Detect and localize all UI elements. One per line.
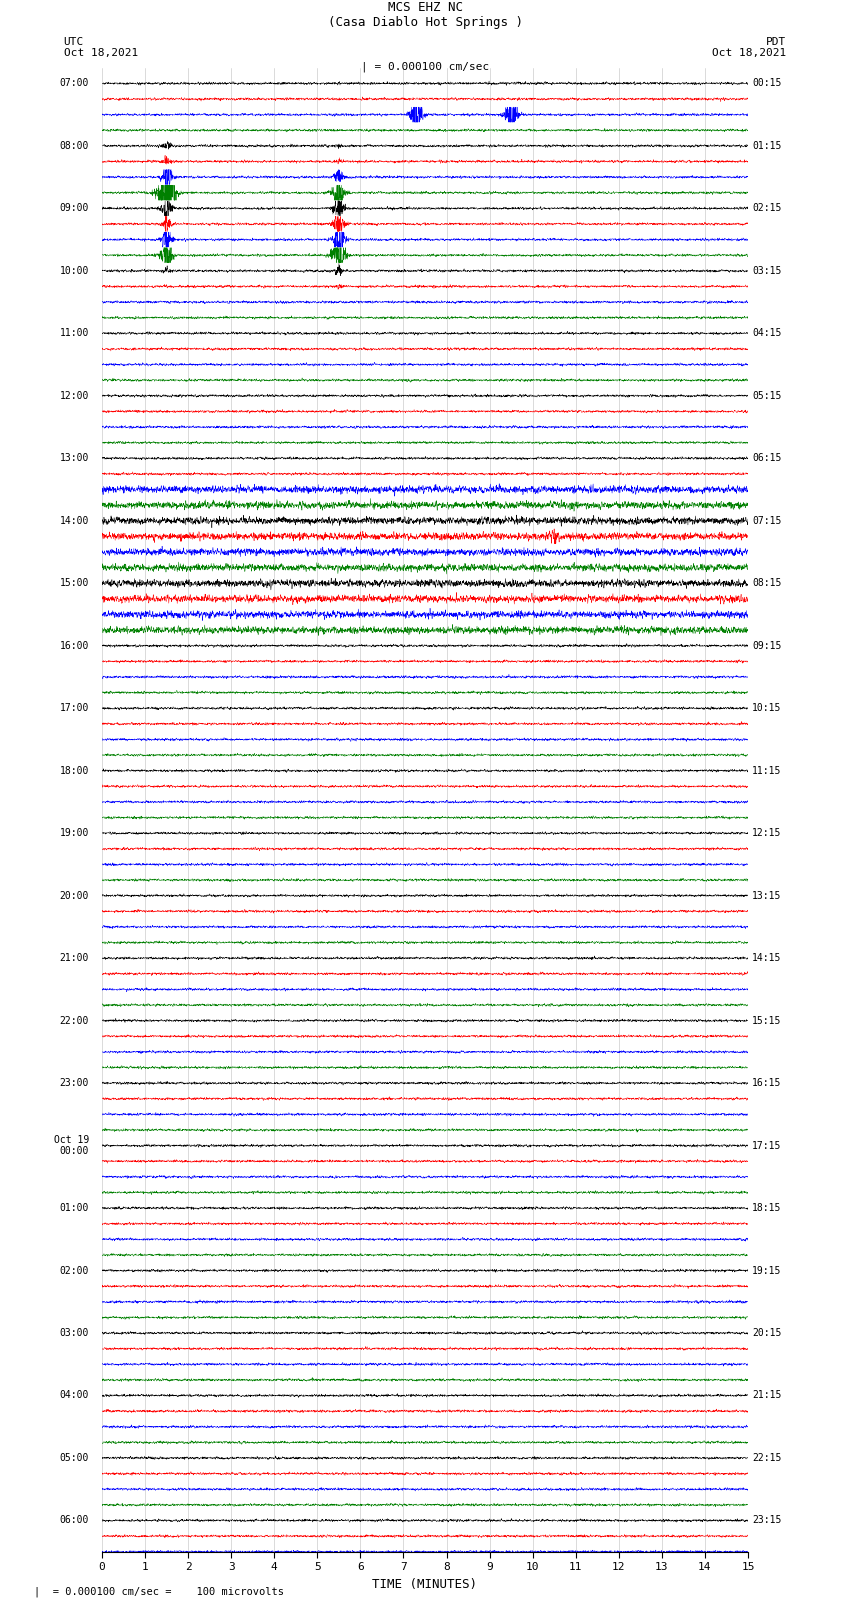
Text: 07:00: 07:00 (60, 79, 89, 89)
Text: 03:15: 03:15 (752, 266, 782, 276)
Text: 18:00: 18:00 (60, 766, 89, 776)
Text: 20:15: 20:15 (752, 1327, 782, 1339)
Text: 09:00: 09:00 (60, 203, 89, 213)
Text: 16:00: 16:00 (60, 640, 89, 650)
Text: 16:15: 16:15 (752, 1077, 782, 1089)
Text: 11:15: 11:15 (752, 766, 782, 776)
Text: 23:00: 23:00 (60, 1077, 89, 1089)
Text: | = 0.000100 cm/sec: | = 0.000100 cm/sec (361, 61, 489, 73)
Text: 17:00: 17:00 (60, 703, 89, 713)
Text: 14:15: 14:15 (752, 953, 782, 963)
Text: 19:15: 19:15 (752, 1266, 782, 1276)
Text: 22:15: 22:15 (752, 1453, 782, 1463)
Text: 04:15: 04:15 (752, 329, 782, 339)
Text: 11:00: 11:00 (60, 329, 89, 339)
Text: 15:00: 15:00 (60, 577, 89, 589)
Text: 19:00: 19:00 (60, 827, 89, 839)
Text: 06:15: 06:15 (752, 453, 782, 463)
Text: 13:15: 13:15 (752, 890, 782, 900)
X-axis label: TIME (MINUTES): TIME (MINUTES) (372, 1578, 478, 1590)
Text: 01:00: 01:00 (60, 1203, 89, 1213)
Text: 22:00: 22:00 (60, 1016, 89, 1026)
Text: 00:15: 00:15 (752, 79, 782, 89)
Text: 02:00: 02:00 (60, 1266, 89, 1276)
Text: 06:00: 06:00 (60, 1516, 89, 1526)
Text: 18:15: 18:15 (752, 1203, 782, 1213)
Text: Oct 18,2021: Oct 18,2021 (64, 48, 138, 58)
Text: 08:15: 08:15 (752, 577, 782, 589)
Text: UTC: UTC (64, 37, 84, 47)
Text: 07:15: 07:15 (752, 516, 782, 526)
Text: PDT: PDT (766, 37, 786, 47)
Text: 15:15: 15:15 (752, 1016, 782, 1026)
Text: 03:00: 03:00 (60, 1327, 89, 1339)
Text: 10:15: 10:15 (752, 703, 782, 713)
Text: 04:00: 04:00 (60, 1390, 89, 1400)
Text: 13:00: 13:00 (60, 453, 89, 463)
Text: Oct 18,2021: Oct 18,2021 (712, 48, 786, 58)
Text: 05:15: 05:15 (752, 390, 782, 400)
Text: 01:15: 01:15 (752, 140, 782, 152)
Text: 14:00: 14:00 (60, 516, 89, 526)
Text: 10:00: 10:00 (60, 266, 89, 276)
Text: 09:15: 09:15 (752, 640, 782, 650)
Text: 21:15: 21:15 (752, 1390, 782, 1400)
Text: 20:00: 20:00 (60, 890, 89, 900)
Text: 23:15: 23:15 (752, 1516, 782, 1526)
Text: 02:15: 02:15 (752, 203, 782, 213)
Text: 17:15: 17:15 (752, 1140, 782, 1150)
Text: Oct 19
00:00: Oct 19 00:00 (54, 1136, 89, 1157)
Text: 21:00: 21:00 (60, 953, 89, 963)
Title: MCS EHZ NC
(Casa Diablo Hot Springs ): MCS EHZ NC (Casa Diablo Hot Springs ) (327, 2, 523, 29)
Text: 05:00: 05:00 (60, 1453, 89, 1463)
Text: 12:15: 12:15 (752, 827, 782, 839)
Text: 12:00: 12:00 (60, 390, 89, 400)
Text: 08:00: 08:00 (60, 140, 89, 152)
Text: |  = 0.000100 cm/sec =    100 microvolts: | = 0.000100 cm/sec = 100 microvolts (34, 1586, 284, 1597)
